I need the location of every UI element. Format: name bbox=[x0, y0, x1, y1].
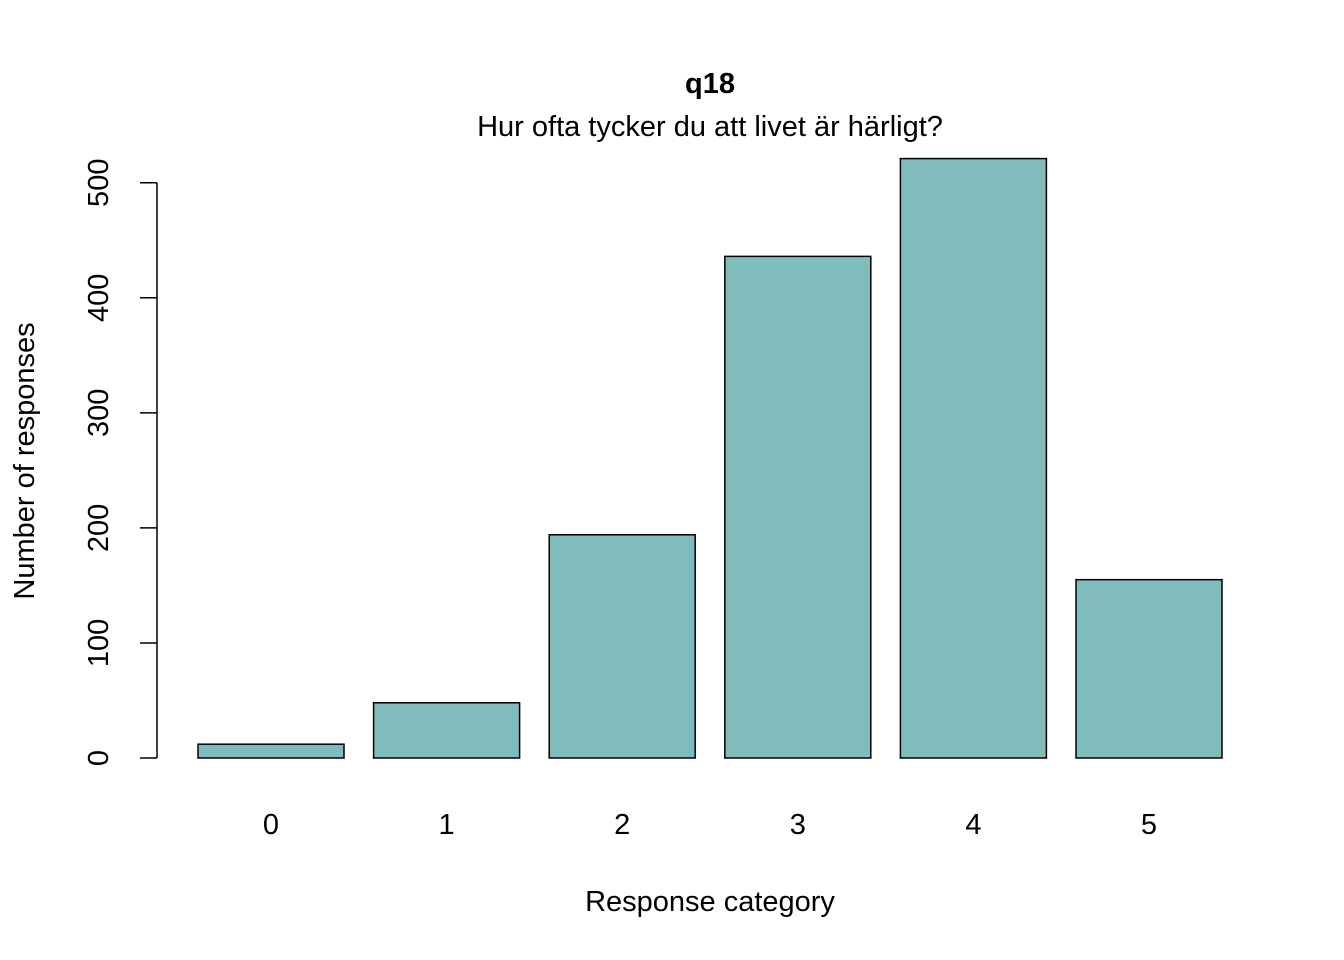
x-tick-label: 1 bbox=[439, 809, 455, 841]
y-axis: 0 100 200 300 400 500 bbox=[83, 159, 158, 766]
x-axis-label: Response category bbox=[585, 886, 835, 918]
y-tick-label: 200 bbox=[83, 504, 115, 552]
x-tick-label: 0 bbox=[263, 809, 279, 841]
y-tick-label: 0 bbox=[83, 750, 115, 766]
chart-subtitle: Hur ofta tycker du att livet är härligt? bbox=[477, 111, 943, 143]
x-tick-labels: 0 1 2 3 4 5 bbox=[263, 809, 1157, 841]
y-tick-label: 100 bbox=[83, 619, 115, 667]
y-tick-label: 400 bbox=[83, 274, 115, 322]
bar-0 bbox=[197, 743, 345, 759]
x-tick-label: 2 bbox=[614, 809, 630, 841]
y-axis-label: Number of responses bbox=[9, 322, 41, 599]
bar-2 bbox=[548, 534, 696, 759]
x-tick-label: 5 bbox=[1141, 809, 1157, 841]
bar-4 bbox=[899, 157, 1048, 759]
bar-1 bbox=[372, 702, 521, 759]
y-tick-label: 300 bbox=[83, 389, 115, 437]
y-tick-label: 500 bbox=[83, 159, 115, 207]
chart-title: q18 bbox=[685, 68, 735, 100]
bar-3 bbox=[724, 255, 872, 759]
bar-5 bbox=[1075, 578, 1223, 759]
bars-group bbox=[197, 157, 1223, 759]
x-tick-label: 4 bbox=[965, 809, 981, 841]
x-tick-label: 3 bbox=[790, 809, 806, 841]
